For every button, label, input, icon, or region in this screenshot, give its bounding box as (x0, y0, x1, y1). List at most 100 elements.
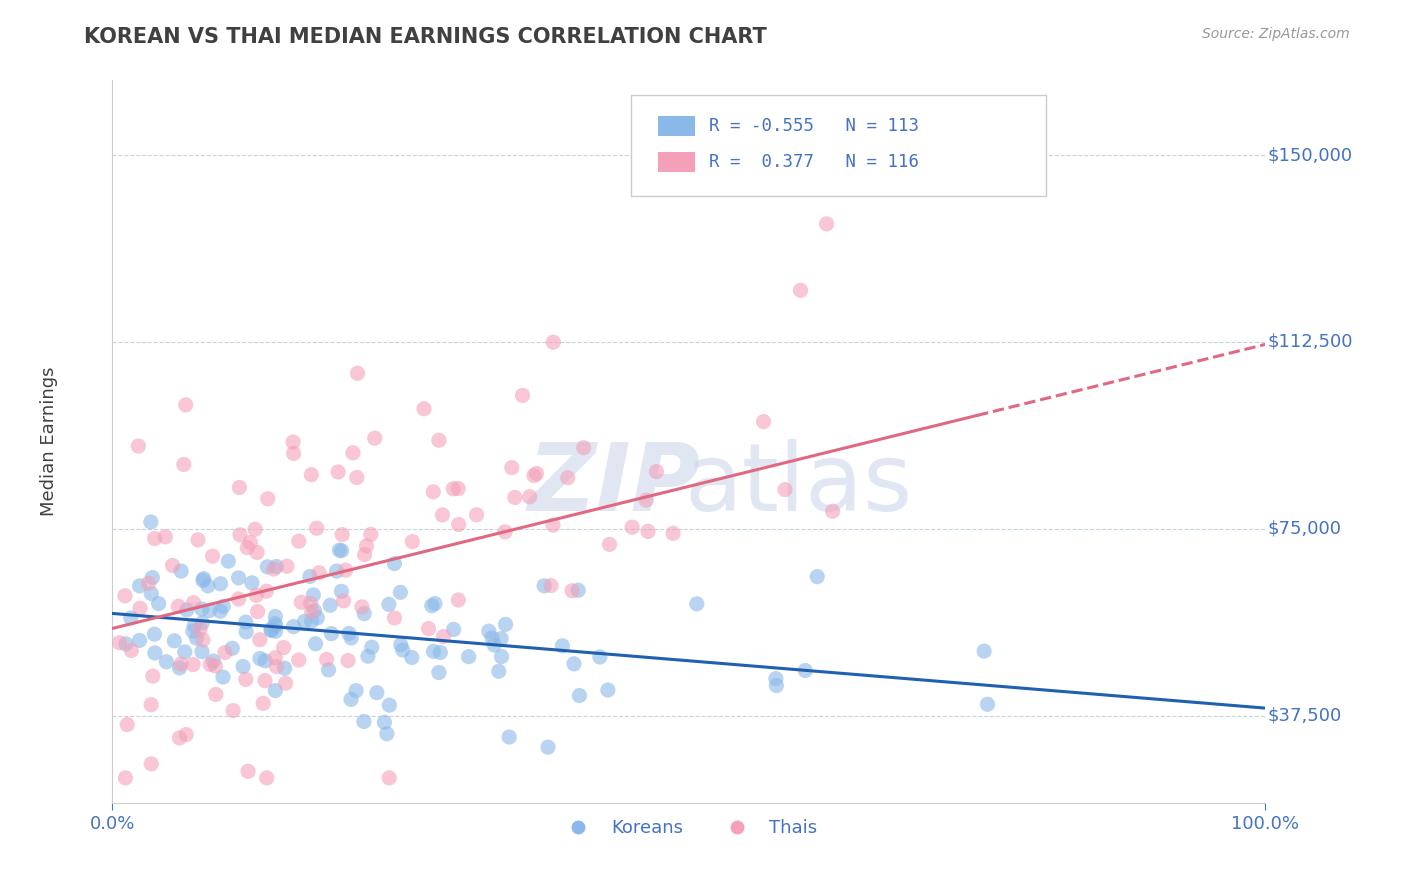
Point (304, 604, 326, 618)
Point (533, 579, 555, 593)
Point (384, 557, 406, 571)
Point (637, 524, 659, 539)
Point (305, 521, 328, 535)
Point (236, 764, 259, 779)
Point (281, 435, 304, 450)
Point (228, 480, 250, 494)
Point (170, 564, 193, 578)
Point (337, 626, 360, 640)
Point (191, 645, 214, 659)
Point (273, 640, 295, 655)
Point (120, 611, 142, 625)
Point (174, 398, 197, 412)
Point (350, 599, 373, 614)
Point (432, 508, 454, 522)
Point (662, 526, 685, 541)
Point (562, 657, 585, 671)
Point (457, 649, 479, 664)
Point (128, 579, 150, 593)
Point (375, 727, 398, 741)
Point (420, 599, 443, 613)
Point (389, 585, 412, 599)
Point (273, 661, 295, 675)
Point (346, 366, 368, 380)
Point (299, 467, 322, 482)
Point (537, 740, 560, 755)
Point (318, 663, 340, 677)
Point (191, 632, 214, 647)
FancyBboxPatch shape (631, 95, 1046, 196)
Point (120, 643, 142, 657)
Point (229, 528, 252, 542)
Point (266, 559, 288, 574)
Point (209, 604, 232, 618)
Point (252, 696, 274, 710)
Point (264, 650, 287, 665)
Point (330, 584, 353, 599)
Point (139, 698, 162, 712)
Point (551, 639, 574, 653)
Point (301, 614, 323, 628)
Point (366, 685, 388, 699)
Point (572, 441, 595, 455)
Point (422, 644, 444, 658)
Point (561, 583, 583, 598)
Point (170, 657, 193, 671)
Point (266, 659, 288, 673)
Point (163, 633, 186, 648)
Point (346, 470, 368, 484)
Point (330, 543, 353, 558)
Point (127, 439, 149, 453)
Point (342, 446, 364, 460)
Point (256, 559, 278, 574)
FancyBboxPatch shape (658, 116, 695, 136)
Point (183, 596, 205, 610)
Point (214, 646, 236, 660)
Point (167, 599, 190, 614)
Point (401, 534, 423, 549)
Point (498, 730, 520, 744)
Point (115, 717, 138, 731)
Point (193, 572, 215, 586)
Point (221, 641, 243, 656)
Point (418, 622, 440, 636)
Point (141, 586, 163, 600)
Point (557, 471, 579, 485)
Text: atlas: atlas (685, 439, 912, 531)
Point (422, 484, 444, 499)
Point (139, 515, 162, 529)
Point (191, 574, 214, 588)
Point (187, 533, 209, 547)
Point (276, 559, 298, 574)
Point (169, 731, 191, 745)
Point (447, 482, 470, 496)
Point (378, 598, 401, 612)
Point (326, 465, 349, 479)
Point (243, 522, 266, 536)
Point (302, 588, 325, 602)
Point (540, 578, 562, 592)
Point (264, 624, 287, 639)
Point (263, 562, 285, 576)
Point (686, 597, 709, 611)
Point (337, 654, 360, 668)
Point (174, 728, 197, 742)
Point (260, 623, 283, 637)
Point (274, 676, 297, 690)
Text: $37,500: $37,500 (1268, 706, 1341, 724)
Point (294, 614, 316, 628)
Point (645, 465, 668, 479)
Point (330, 527, 353, 541)
Point (423, 597, 446, 611)
Point (443, 623, 465, 637)
Point (264, 683, 287, 698)
Point (773, 483, 796, 497)
Point (378, 771, 401, 785)
Point (249, 651, 271, 665)
Point (433, 630, 456, 644)
Point (217, 554, 239, 568)
Point (360, 527, 382, 541)
Point (222, 704, 245, 718)
Point (794, 664, 817, 678)
Point (752, 415, 775, 429)
